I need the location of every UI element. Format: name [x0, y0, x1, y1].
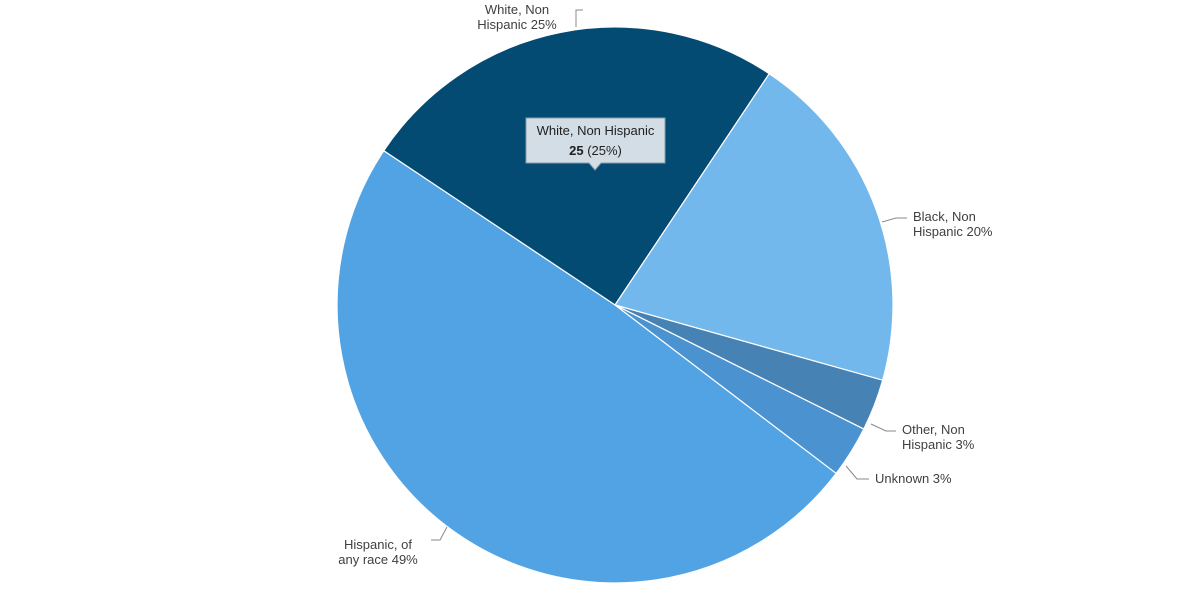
slice-label-line: White, Non: [485, 2, 549, 17]
slice-label: White, Non Hispanic 25%: [477, 2, 557, 32]
slice-label: Other, Non Hispanic 3%: [902, 422, 975, 452]
tooltip-percent: (25%): [587, 143, 622, 158]
slice-label-line: any race 49%: [338, 552, 418, 567]
tooltip-value: 25: [569, 143, 583, 158]
tooltip-box: [525, 117, 666, 171]
pie-slice-black-non-hispanic[interactable]: [614, 72, 894, 381]
slice-labels: White, Non Hispanic 25%Black, Non Hispanic…: [338, 2, 993, 567]
tooltip-value-line: 25 (25%): [569, 143, 622, 158]
slice-label-line: Hispanic 20%: [913, 224, 993, 239]
slice-label-line: Hispanic 3%: [902, 437, 975, 452]
slice-label-line: Other, Non: [902, 422, 965, 437]
tooltip: White, Non Hispanic 25 (25%): [525, 117, 666, 171]
slice-label-line: Black, Non: [913, 209, 976, 224]
pie-slice-hispanic-of-any-race[interactable]: [336, 149, 837, 584]
slice-label-line: Hispanic, of: [344, 537, 412, 552]
leader-line: [881, 217, 907, 223]
slice-label: Hispanic, of any race 49%: [338, 537, 418, 567]
leader-line: [431, 526, 448, 541]
slice-label: Black, Non Hispanic 20%: [913, 209, 993, 239]
leader-line: [870, 423, 896, 432]
slice-label-line: Unknown 3%: [875, 471, 952, 486]
leader-line: [845, 465, 869, 480]
slice-label: Unknown 3%: [875, 471, 952, 486]
pie-slice-white-non-hispanic[interactable]: [382, 26, 771, 306]
leader-lines: [431, 9, 907, 541]
pie-slices: [336, 26, 894, 584]
leader-line: [575, 9, 583, 27]
tooltip-title: White, Non Hispanic: [537, 123, 655, 138]
slice-label-line: Hispanic 25%: [477, 17, 557, 32]
